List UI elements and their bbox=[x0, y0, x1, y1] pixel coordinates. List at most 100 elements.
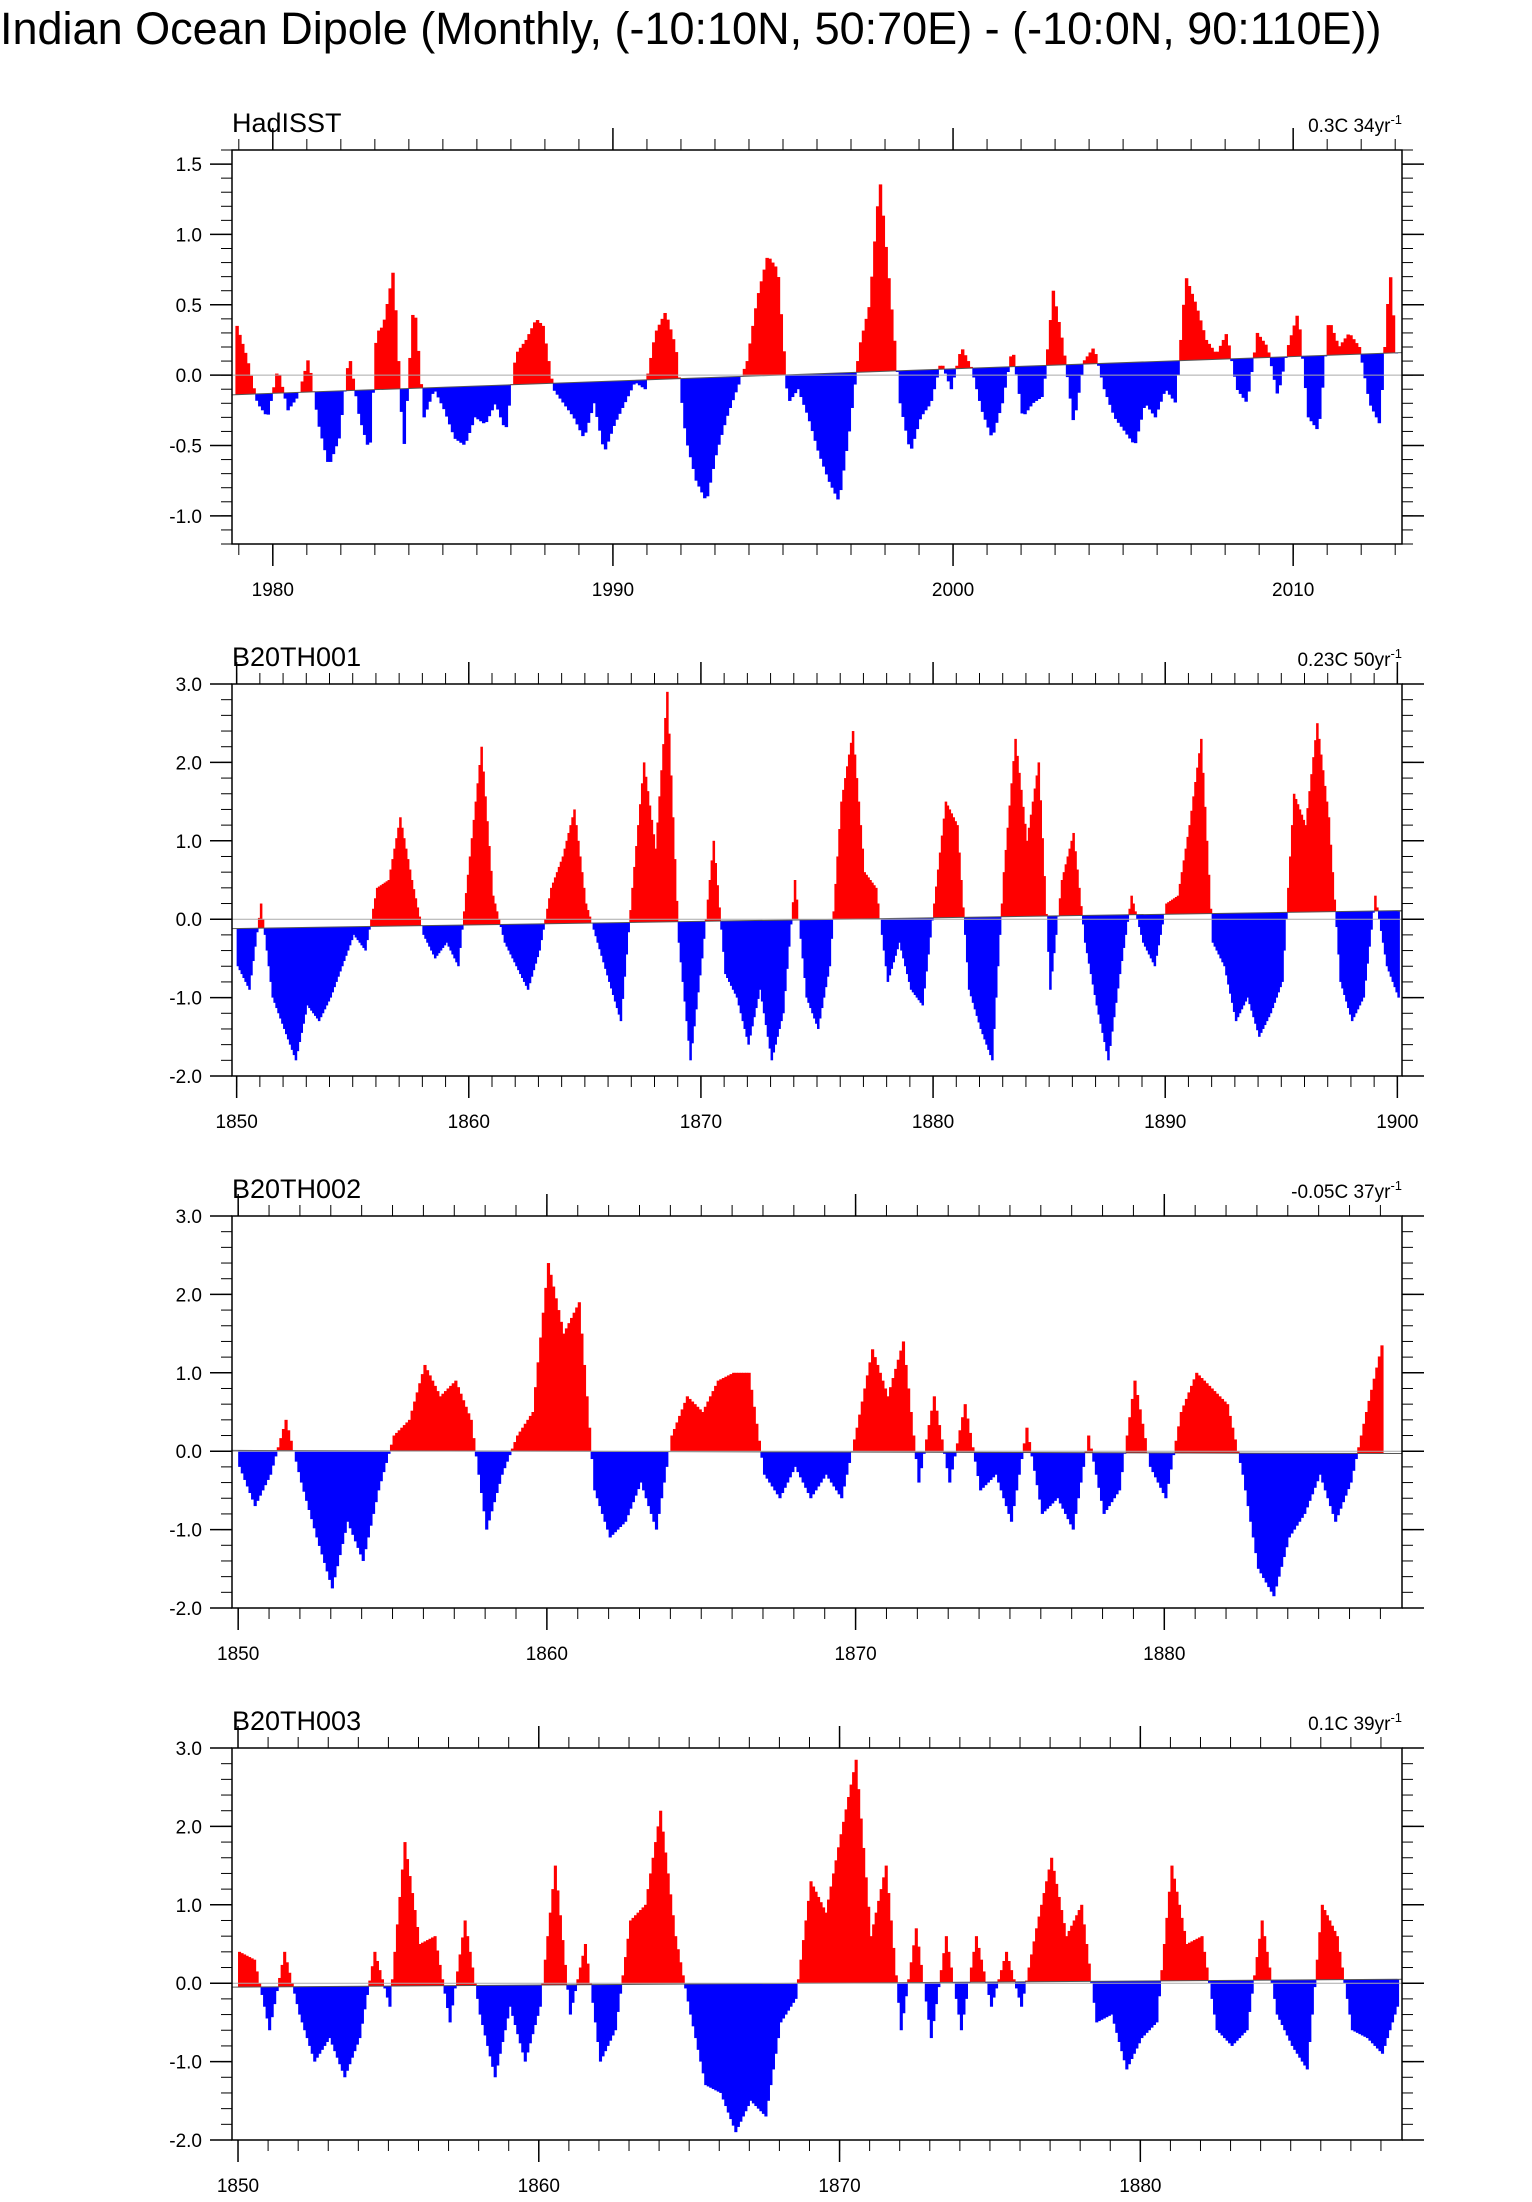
positive-bar bbox=[1004, 849, 1008, 917]
negative-bar bbox=[251, 1450, 255, 1500]
negative-bar bbox=[816, 373, 820, 451]
negative-bar bbox=[294, 1450, 298, 1462]
positive-bar bbox=[275, 373, 279, 394]
negative-bar bbox=[524, 924, 528, 986]
negative-bar bbox=[999, 1452, 1003, 1491]
positive-bar bbox=[1130, 895, 1133, 915]
negative-bar bbox=[689, 1984, 693, 2015]
negative-bar bbox=[522, 924, 526, 982]
negative-bar bbox=[755, 920, 758, 1009]
positive-bar bbox=[563, 1964, 567, 1985]
negative-bar bbox=[283, 927, 286, 1029]
positive-bar bbox=[960, 349, 965, 369]
negative-bar bbox=[915, 918, 919, 998]
negative-bar bbox=[793, 1451, 798, 1467]
negative-bar bbox=[992, 367, 996, 433]
positive-bar bbox=[765, 257, 769, 376]
negative-bar bbox=[1273, 912, 1277, 1003]
negative-bar bbox=[688, 378, 693, 458]
positive-bar bbox=[1190, 810, 1193, 914]
negative-bar bbox=[1251, 1453, 1255, 1538]
positive-bar bbox=[801, 1940, 806, 1984]
negative-bar bbox=[1097, 1981, 1101, 2022]
negative-bar bbox=[1164, 1452, 1168, 1499]
negative-bar bbox=[654, 1451, 659, 1530]
negative-bar bbox=[365, 390, 370, 445]
positive-bar bbox=[641, 1907, 645, 1985]
negative-bar bbox=[238, 928, 242, 971]
positive-bar bbox=[1327, 817, 1331, 912]
positive-bar bbox=[804, 1920, 808, 1984]
negative-bar bbox=[1145, 1981, 1149, 2033]
positive-bar bbox=[309, 372, 313, 393]
negative-bar bbox=[319, 927, 323, 1018]
negative-bar bbox=[330, 1986, 334, 2045]
positive-bar bbox=[426, 1940, 430, 1986]
negative-bar bbox=[1112, 915, 1116, 1018]
y-tick-label: 3.0 bbox=[176, 1739, 202, 1760]
positive-bar bbox=[656, 822, 659, 923]
x-tick-label: 1860 bbox=[518, 2176, 560, 2197]
negative-bar bbox=[744, 1983, 748, 2112]
negative-bar bbox=[827, 1452, 831, 1479]
negative-bar bbox=[1265, 912, 1269, 1022]
positive-bar bbox=[745, 361, 750, 377]
positive-bar bbox=[458, 1954, 462, 1986]
positive-bar bbox=[658, 796, 661, 923]
negative-bar bbox=[689, 921, 692, 1061]
positive-bar bbox=[348, 361, 353, 391]
negative-bar bbox=[601, 381, 605, 445]
positive-bar bbox=[581, 1955, 585, 1985]
positive-bar bbox=[382, 319, 387, 390]
negative-bar bbox=[450, 386, 455, 433]
negative-bar bbox=[1364, 911, 1367, 981]
positive-bar bbox=[1374, 895, 1377, 912]
negative-bar bbox=[1145, 361, 1149, 406]
positive-bar bbox=[644, 1904, 648, 1985]
positive-bar bbox=[1340, 1967, 1344, 1980]
positive-bar bbox=[1207, 874, 1211, 914]
positive-bar bbox=[1265, 1951, 1269, 1981]
negative-bar bbox=[248, 1450, 252, 1494]
positive-bar bbox=[1252, 352, 1257, 359]
positive-bar bbox=[829, 1886, 833, 1984]
negative-bar bbox=[1235, 358, 1240, 390]
positive-bar bbox=[1375, 1367, 1379, 1454]
negative-bar bbox=[1275, 912, 1279, 998]
negative-bar bbox=[914, 1452, 918, 1460]
positive-bar bbox=[1167, 902, 1170, 915]
negative-bar bbox=[950, 1452, 954, 1470]
negative-bar bbox=[1108, 363, 1112, 405]
positive-bar bbox=[259, 903, 263, 929]
negative-bar bbox=[478, 1985, 482, 2015]
positive-bar bbox=[1037, 1916, 1041, 1982]
negative-bar bbox=[1006, 366, 1010, 373]
negative-bar bbox=[837, 1452, 841, 1495]
x-tick-label: 2010 bbox=[1272, 580, 1314, 601]
positive-bar bbox=[1210, 1388, 1214, 1454]
negative-bar bbox=[596, 1984, 600, 2042]
negative-bar bbox=[1142, 362, 1146, 408]
negative-bar bbox=[774, 1983, 778, 2054]
negative-bar bbox=[702, 921, 706, 939]
positive-bar bbox=[1070, 1925, 1074, 1982]
negative-bar bbox=[318, 1986, 322, 2054]
negative-bar bbox=[902, 918, 905, 959]
negative-bar bbox=[312, 1450, 316, 1529]
negative-bar bbox=[354, 390, 358, 397]
negative-bar bbox=[1130, 1981, 1134, 2059]
positive-bar bbox=[449, 1385, 453, 1451]
negative-bar bbox=[453, 925, 456, 959]
positive-bar bbox=[469, 1419, 473, 1452]
negative-bar bbox=[989, 916, 992, 1056]
negative-bar bbox=[632, 380, 636, 385]
negative-bar bbox=[1336, 1453, 1340, 1516]
positive-bar bbox=[1012, 761, 1015, 917]
positive-bar bbox=[979, 1959, 984, 1983]
positive-bar bbox=[1226, 1404, 1230, 1454]
positive-bar bbox=[588, 916, 592, 924]
positive-bar bbox=[1208, 1385, 1212, 1454]
positive-bar bbox=[1042, 1893, 1046, 1982]
negative-bar bbox=[315, 1450, 319, 1538]
negative-bar bbox=[760, 920, 764, 1002]
